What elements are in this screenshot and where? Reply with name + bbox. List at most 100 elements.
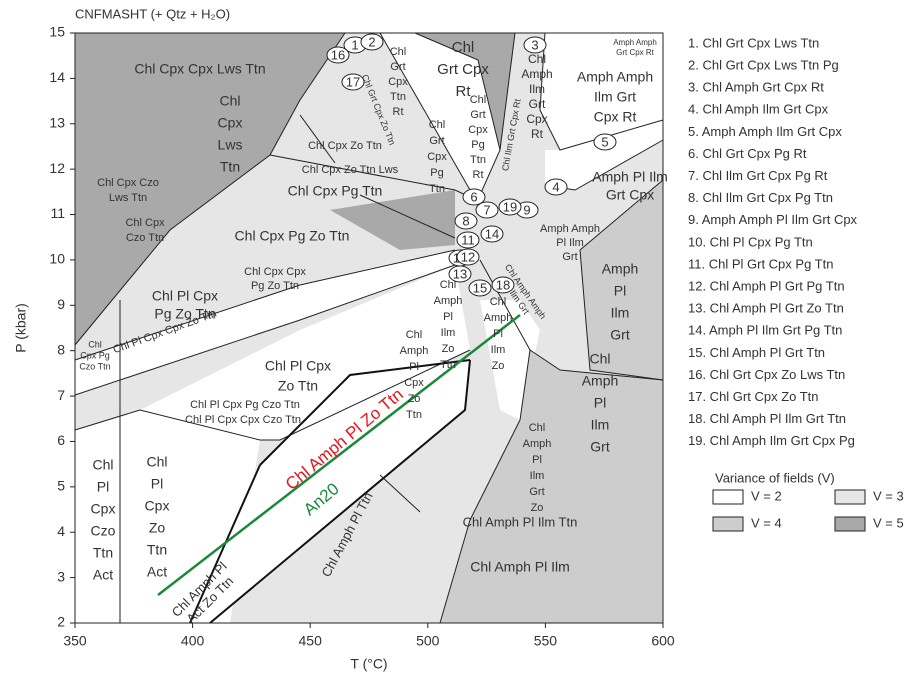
field-label: Pl bbox=[594, 395, 606, 411]
field-label: Pg Zo Ttn bbox=[154, 306, 215, 322]
field-label: Chl bbox=[429, 119, 446, 131]
legend-label: V = 3 bbox=[873, 488, 904, 503]
plot-frame bbox=[74, 32, 664, 624]
legend-item: 5. Amph Amph Ilm Grt Cpx bbox=[688, 124, 842, 139]
field bbox=[540, 33, 663, 150]
field bbox=[580, 180, 663, 380]
field-label: Chl bbox=[92, 457, 113, 473]
field-label: Chl bbox=[452, 39, 475, 56]
marker-label: 1 bbox=[351, 37, 358, 52]
legend-item: 12. Chl Amph Pl Grt Pg Ttn bbox=[688, 279, 845, 294]
y-tick-label: 5 bbox=[57, 478, 65, 494]
legend-item: 10. Chl Pl Cpx Pg Ttn bbox=[688, 234, 813, 249]
field-label: Rt bbox=[531, 127, 544, 141]
x-tick-label: 350 bbox=[63, 633, 87, 649]
field bbox=[545, 120, 663, 190]
marker-circle bbox=[454, 212, 478, 230]
field bbox=[75, 33, 345, 345]
fields bbox=[75, 33, 663, 623]
legend-item: 11. Chl Pl Grt Cpx Pg Ttn bbox=[688, 256, 833, 271]
field-label: Grt bbox=[610, 327, 630, 343]
field bbox=[440, 350, 663, 623]
field-label: Cpx bbox=[218, 115, 243, 131]
boundary bbox=[74, 249, 456, 361]
field-label: Cpx bbox=[468, 124, 488, 136]
field-label: Grt bbox=[390, 61, 405, 73]
x-axis-label: T (°C) bbox=[350, 656, 387, 672]
boundary bbox=[74, 264, 456, 396]
boundary bbox=[529, 349, 664, 381]
marker-label: 15 bbox=[473, 280, 487, 295]
field-label: Cpx Pg bbox=[80, 350, 110, 360]
field-label: Pg bbox=[430, 167, 443, 179]
field-label: Chl Pl Cpx bbox=[152, 288, 218, 304]
legend-item: 7. Chl Ilm Grt Cpx Pg Rt bbox=[688, 168, 828, 183]
field-label: Ilm bbox=[529, 82, 545, 96]
field-label: Rt bbox=[473, 169, 484, 181]
field-label: Chl Cpx Cpx Lws Ttn bbox=[134, 61, 265, 77]
field-label: Ttn bbox=[147, 542, 167, 558]
marker-label: 11 bbox=[461, 232, 475, 247]
y-tick-label: 13 bbox=[49, 114, 65, 130]
field-label: Chl bbox=[470, 94, 487, 106]
field-label: Chl Cpx Czo bbox=[97, 177, 159, 189]
field-label: Grt Cpx bbox=[606, 187, 654, 203]
legend-item: 16. Chl Grt Cpx Zo Lws Ttn bbox=[688, 367, 845, 382]
x-tick-label: 450 bbox=[299, 633, 323, 649]
legend-item: 19. Chl Amph Ilm Grt Cpx Pg bbox=[688, 433, 855, 448]
boundary bbox=[579, 249, 664, 381]
boundary bbox=[259, 359, 471, 466]
marker-label: 19 bbox=[503, 199, 517, 214]
marker-label: 17 bbox=[346, 74, 360, 89]
marker-circle bbox=[341, 73, 365, 91]
field-label: Chl bbox=[529, 422, 546, 434]
legend-swatch bbox=[712, 516, 744, 532]
marker-label: 3 bbox=[531, 37, 538, 52]
boundary bbox=[209, 359, 471, 624]
x-tick-label: 600 bbox=[651, 633, 675, 649]
field bbox=[330, 190, 455, 250]
y-tick-label: 4 bbox=[57, 523, 65, 539]
field-label: Cpx bbox=[145, 498, 170, 514]
legend-label: V = 5 bbox=[873, 515, 904, 530]
field-label: Chl Cpx bbox=[125, 217, 165, 229]
field-label: Zo bbox=[408, 393, 421, 405]
legend-item: 2. Chl Grt Cpx Lws Ttn Pg bbox=[688, 58, 839, 73]
an20-line bbox=[157, 314, 521, 596]
field-label: Grt bbox=[590, 439, 610, 455]
field-label: Zo bbox=[492, 360, 505, 372]
field-label: Chl Cpx Zo Ttn Lws bbox=[302, 164, 399, 176]
marker-circle bbox=[523, 36, 547, 54]
boundary bbox=[579, 179, 664, 251]
variance-legend-title: Variance of fields (V) bbox=[715, 470, 835, 485]
field-label: Grt Cpx Rt bbox=[616, 48, 655, 57]
y-tick-label: 9 bbox=[57, 296, 65, 312]
field bbox=[75, 250, 455, 395]
field-label: Chl Pl Cpx Pg Czo Ttn bbox=[190, 399, 300, 411]
marker-circle bbox=[326, 46, 350, 64]
field-label: Pl bbox=[493, 328, 503, 340]
field-label: Chl Cpx Cpx bbox=[244, 266, 306, 278]
field-label: Ilm bbox=[530, 470, 545, 482]
field-label: Rt bbox=[456, 83, 472, 100]
marker-label: 4 bbox=[552, 179, 559, 194]
legend-item: 18. Chl Amph Pl Ilm Grt Ttn bbox=[688, 411, 846, 426]
field-label: Zo Ttn bbox=[278, 378, 318, 394]
arrow bbox=[359, 194, 456, 239]
marker-circle bbox=[468, 279, 492, 297]
field-label: Cpx bbox=[91, 501, 116, 517]
field-label: Chl Amph Pl Ilm bbox=[470, 559, 570, 575]
field-label: Chl Pl Cpx bbox=[265, 358, 331, 374]
field-label: Chl Cpx Pg Ttn bbox=[288, 183, 383, 199]
y-tick-label: 3 bbox=[57, 568, 65, 584]
field-label: Rt bbox=[393, 106, 404, 118]
y-axis-label: P (kbar) bbox=[13, 303, 29, 353]
y-tick-label: 7 bbox=[57, 387, 65, 403]
field bbox=[415, 33, 515, 150]
field-label: Ttn bbox=[220, 159, 240, 175]
field-label: Grt bbox=[429, 135, 444, 147]
field-label: Chl bbox=[88, 339, 102, 349]
field-label: Chl Cpx Pg Zo Ttn bbox=[235, 228, 350, 244]
field-label: Pg Zo Ttn bbox=[251, 280, 299, 292]
marker-label: 7 bbox=[483, 202, 490, 217]
